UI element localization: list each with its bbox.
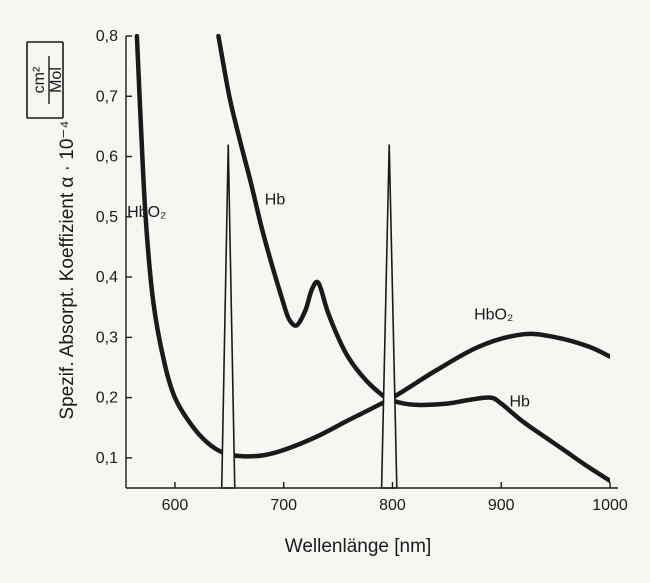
x-tick-label: 900 (488, 497, 515, 514)
laser-spike-2 (380, 144, 398, 489)
y-tick-label: 0,3 (96, 329, 118, 346)
tick-labels: 0,1 0,2 0,3 0,4 0,5 0,6 0,7 0,8 600 700 800 900 1000 (96, 28, 628, 514)
laser-spike-1 (220, 144, 236, 489)
unit-denominator: Mol (48, 67, 65, 93)
series-label: HbO₂ (127, 204, 166, 221)
plot-area: HbO₂ Hb HbO₂ Hb (127, 34, 610, 489)
curve-hb (216, 34, 610, 484)
series-label: HbO₂ (474, 306, 513, 323)
unit-bracket (26, 41, 64, 119)
axes (125, 35, 618, 489)
y-axis-unit: cm² Mol (26, 41, 65, 119)
x-axis-title: Wellenlänge [nm] (285, 536, 431, 557)
y-tick-label: 0,1 (96, 450, 118, 467)
x-tick-label: 1000 (592, 497, 628, 514)
y-tick-label: 0,5 (96, 209, 118, 226)
y-tick-label: 0,4 (96, 269, 118, 286)
x-tick-label: 600 (162, 497, 189, 514)
series-label: Hb (265, 192, 286, 209)
y-tick-label: 0,2 (96, 390, 118, 407)
unit-numerator: cm² (31, 66, 48, 93)
y-tick-label: 0,8 (96, 28, 118, 45)
x-tick-label: 800 (379, 497, 406, 514)
y-tick-label: 0,6 (96, 149, 118, 166)
y-axis-title: Spezif. Absorpt. Koeffizient α · 10⁻⁴ (57, 120, 78, 419)
y-tick-label: 0,7 (96, 88, 118, 105)
x-tick-label: 700 (270, 497, 297, 514)
curve-hbo (134, 34, 610, 459)
series-label: Hb (509, 394, 530, 411)
